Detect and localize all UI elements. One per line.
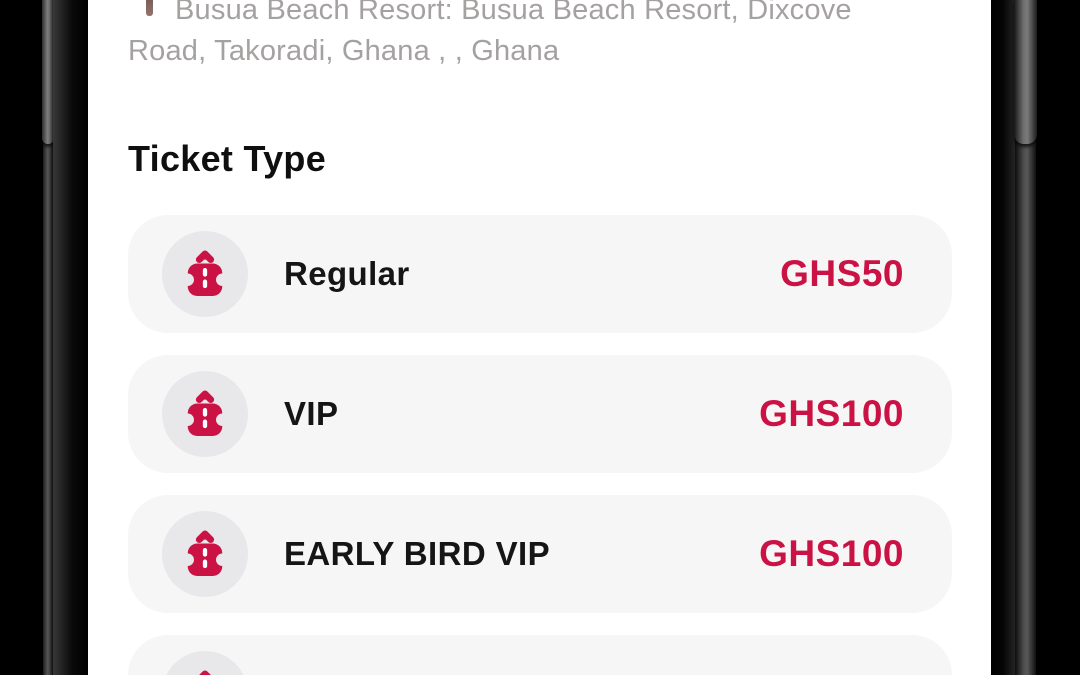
- ticket-row-early-bird-vip[interactable]: EARLY BIRD VIP GHS100: [128, 495, 952, 613]
- phone-left-side-button: [42, 0, 54, 144]
- event-location-line1: Busua Beach Resort: Busua Beach Resort, …: [175, 0, 852, 26]
- ticket-price: GHS50: [780, 253, 904, 294]
- ticket-row-partial[interactable]: [128, 635, 952, 675]
- ticket-name: Regular: [284, 255, 410, 292]
- ticket-icon-circle: [162, 651, 248, 675]
- ticket-type-heading: Ticket Type: [128, 138, 327, 179]
- event-location-line2: Road, Takoradi, Ghana , , Ghana: [128, 35, 560, 67]
- ticket-row-regular[interactable]: Regular GHS50: [128, 215, 952, 333]
- phone-right-edge: [1015, 0, 1036, 675]
- ticket-list: Regular GHS50 VIP GHS100: [88, 215, 991, 675]
- ticket-icon: [199, 670, 211, 675]
- phone-right-bezel: [991, 0, 1015, 675]
- phone-left-bezel: [53, 0, 88, 675]
- ticket-name: VIP: [284, 395, 339, 432]
- ticket-price: GHS100: [759, 533, 904, 574]
- location-pin-icon: [146, 0, 153, 16]
- ticket-icon: [182, 530, 228, 577]
- ticket-icon-circle: [162, 511, 248, 597]
- event-location: Busua Beach Resort: Busua Beach Resort, …: [128, 0, 951, 72]
- ticket-row-vip[interactable]: VIP GHS100: [128, 355, 952, 473]
- ticket-icon: [182, 250, 228, 297]
- ticket-icon-circle: [162, 371, 248, 457]
- ticket-price: GHS100: [759, 393, 904, 434]
- ticket-name: EARLY BIRD VIP: [284, 535, 551, 572]
- phone-screen: Busua Beach Resort: Busua Beach Resort, …: [88, 0, 991, 675]
- ticket-icon-circle: [162, 231, 248, 317]
- phone-right-side-button: [1014, 0, 1037, 144]
- phone-left-edge: [43, 0, 53, 675]
- ticket-icon: [182, 390, 228, 437]
